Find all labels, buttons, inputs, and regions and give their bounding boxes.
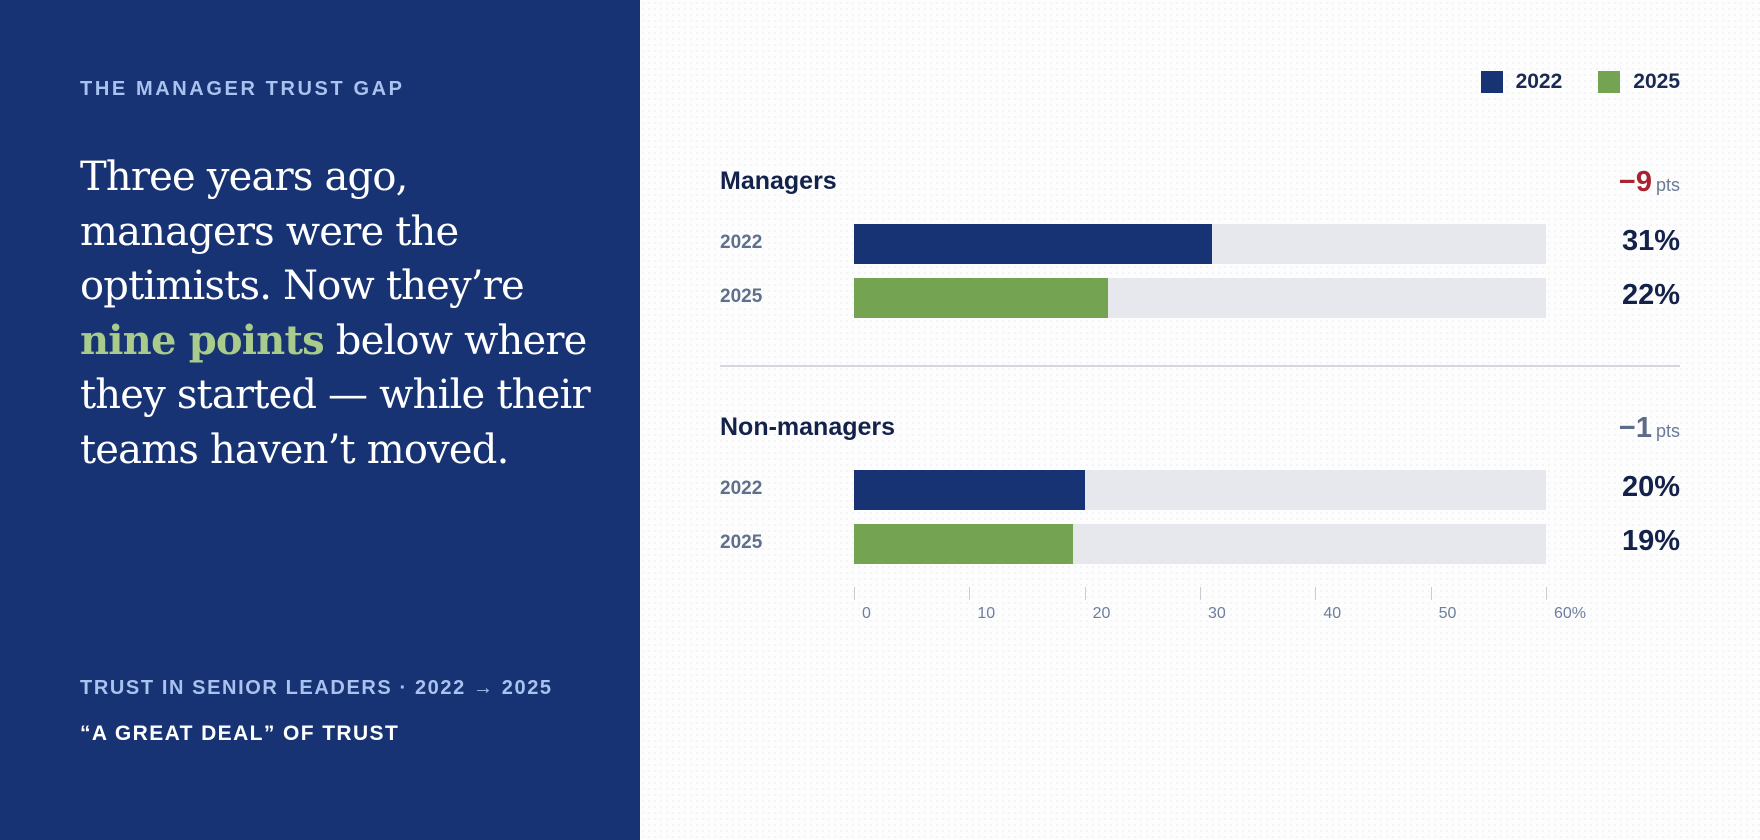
- legend-label-2025: 2025: [1633, 70, 1680, 93]
- left-panel: THE MANAGER TRUST GAP Three years ago, m…: [0, 0, 640, 840]
- bar-managers-2022: [854, 224, 1212, 264]
- x-tick-label-30: 30: [1208, 605, 1226, 622]
- x-tick-50: [1430, 587, 1432, 600]
- bar-non-managers-2025: [854, 524, 1074, 564]
- x-tick-30: [1200, 587, 1201, 600]
- bar-track-managers-2025: [854, 278, 1546, 318]
- footer-measure: “A GREAT DEAL” OF TRUST: [80, 722, 400, 745]
- headline-highlight: nine points: [80, 316, 325, 364]
- x-tick-label-10: 10: [977, 605, 996, 622]
- bar-track-managers-2022: [854, 224, 1546, 264]
- delta-managers: −9 pts: [1619, 166, 1680, 199]
- x-tick-label-60: 60%: [1554, 605, 1587, 622]
- x-tick-label-50: 50: [1438, 605, 1457, 622]
- headline-text-start: Three years ago, managers were the optim…: [80, 154, 525, 309]
- legend-item-2025: 2025: [1598, 70, 1680, 94]
- bar-track-non-managers-2025: [854, 524, 1546, 564]
- group-divider: [720, 365, 1680, 367]
- footer-subtitle: TRUST IN SENIOR LEADERS · 2022 → 2025: [80, 677, 553, 699]
- x-tick-10: [969, 587, 971, 600]
- value-label-managers-2022: 31%: [1621, 225, 1680, 257]
- row-year-non-managers-2025: 2025: [720, 532, 763, 553]
- legend-label-2022: 2022: [1515, 70, 1563, 93]
- bar-track-non-managers-2022: [854, 470, 1546, 510]
- bar-managers-2025: [854, 278, 1108, 318]
- x-tick-label-40: 40: [1323, 605, 1342, 622]
- x-axis: 0 10 20 30 40 50 60%: [854, 585, 1586, 635]
- x-tick-60: [1546, 587, 1547, 600]
- delta-unit-managers: pts: [1655, 175, 1680, 195]
- headline-text-end: below where they started — while their t…: [80, 317, 591, 473]
- x-tick-label-20: 20: [1092, 605, 1111, 622]
- headline: Three years ago, managers were the optim…: [80, 150, 600, 477]
- legend-swatch-2025: [1598, 71, 1621, 93]
- delta-non-managers: −1 pts: [1619, 412, 1680, 445]
- bar-non-managers-2022: [854, 470, 1085, 510]
- row-year-managers-2022: 2022: [720, 232, 763, 253]
- legend-item-2022: 2022: [1480, 70, 1563, 94]
- row-year-managers-2025: 2025: [720, 286, 763, 307]
- x-tick-40: [1315, 587, 1317, 600]
- value-label-managers-2025: 22%: [1621, 279, 1680, 311]
- value-label-non-managers-2022: 20%: [1621, 471, 1680, 503]
- x-tick-20: [1084, 587, 1086, 600]
- row-year-non-managers-2022: 2022: [720, 478, 763, 499]
- legend-swatch-2022: [1480, 71, 1503, 93]
- eyebrow-title: THE MANAGER TRUST GAP: [80, 78, 405, 100]
- x-tick-0: [854, 587, 855, 600]
- delta-value-non-managers: −1: [1618, 412, 1652, 444]
- delta-value-managers: −9: [1618, 166, 1652, 198]
- value-label-non-managers-2025: 19%: [1621, 525, 1680, 557]
- x-tick-label-0: 0: [862, 605, 871, 622]
- group-title-managers: Managers: [720, 167, 837, 195]
- chart-panel: 2022 2025 Managers −9 pts 2022 31% 2025 2…: [640, 0, 1760, 840]
- delta-unit-non-managers: pts: [1655, 421, 1680, 441]
- chart-legend: 2022 2025: [1445, 70, 1680, 94]
- group-title-non-managers: Non-managers: [720, 413, 896, 441]
